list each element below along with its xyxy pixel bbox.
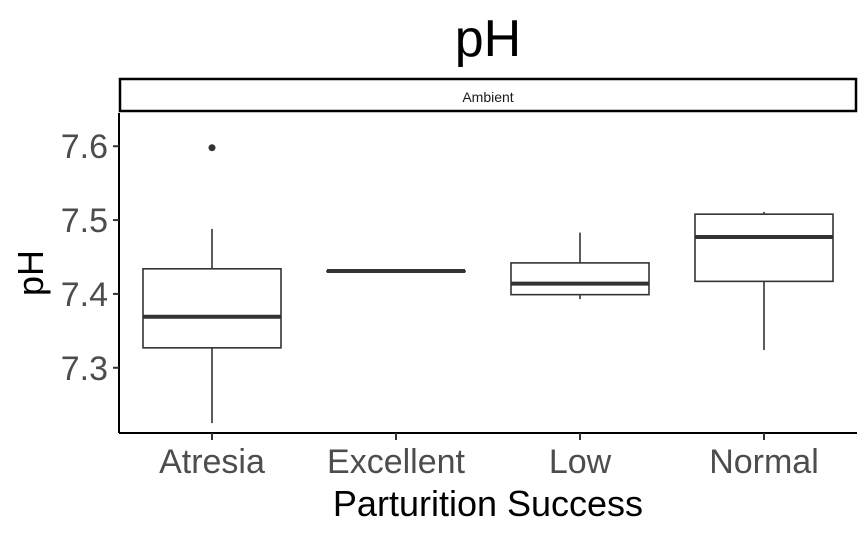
y-tick-label: 7.3: [61, 350, 108, 388]
iqr-box: [694, 213, 834, 283]
x-tick-label: Excellent: [327, 443, 466, 481]
iqr-box: [510, 262, 650, 296]
outlier-point: [208, 144, 216, 152]
y-tick-label: 7.5: [61, 202, 108, 240]
x-axis: Atresia Excellent Low Normal: [159, 433, 819, 481]
y-tick-label: 7.4: [61, 276, 108, 314]
box-low: [510, 232, 650, 300]
chart-title: pH: [455, 10, 521, 68]
y-axis-title: pH: [10, 250, 51, 296]
box-normal: [694, 211, 834, 351]
y-tick-label: 7.6: [61, 128, 108, 166]
facet-strip: [118, 77, 858, 113]
x-tick-label: Atresia: [159, 443, 265, 481]
facet-label: Ambient: [462, 89, 513, 105]
box-atresia: [142, 144, 282, 424]
x-tick-label: Low: [549, 443, 612, 481]
plot-area: [142, 144, 834, 424]
box-excellent: [326, 269, 466, 274]
iqr-box: [142, 268, 282, 349]
x-axis-title: Parturition Success: [333, 483, 643, 524]
x-tick-label: Normal: [709, 443, 819, 481]
y-axis: 7.3 7.4 7.5 7.6: [61, 128, 119, 388]
